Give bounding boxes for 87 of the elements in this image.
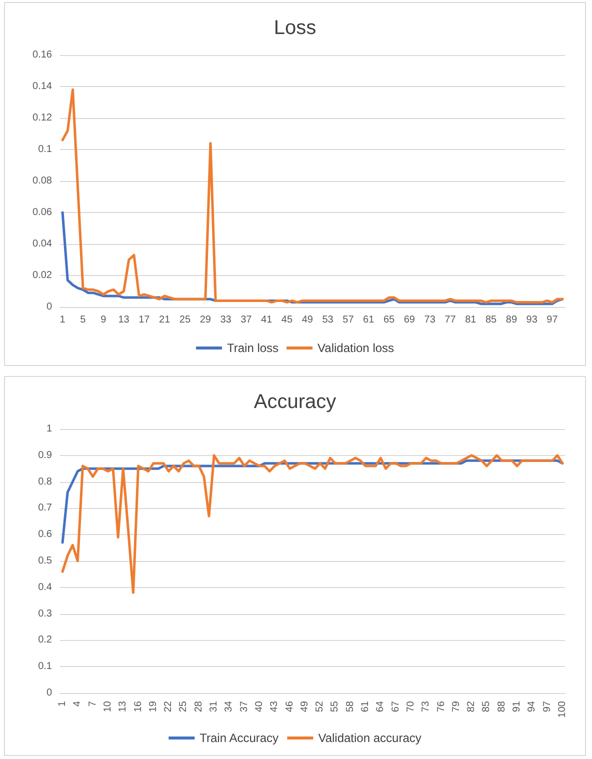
x-tick-label: 22 [163,700,174,712]
y-tick-label: 0.14 [32,81,52,92]
x-tick-label: 82 [466,700,478,712]
x-tick-label: 41 [261,314,273,326]
legend-label: Validation accuracy [318,731,422,745]
x-tick-label: 76 [436,700,447,712]
y-tick-label: 0.9 [38,450,52,461]
x-tick-label: 93 [526,314,538,326]
x-tick-label: 46 [284,700,296,712]
x-tick-label: 73 [424,314,436,326]
x-tick-label: 25 [178,700,190,712]
y-tick-label: 0.16 [32,50,52,60]
x-tick-label: 69 [404,314,416,326]
y-tick-label: 0 [46,688,52,698]
x-tick-label: 49 [302,314,314,326]
x-tick-label: 13 [118,314,130,326]
x-tick-label: 73 [420,700,432,712]
y-tick-label: 0.1 [38,661,52,672]
x-tick-label: 5 [80,314,86,326]
y-tick-label: 0.08 [32,176,52,186]
x-tick-label: 88 [496,700,508,712]
y-tick-label: 1 [46,424,52,434]
x-tick-label: 81 [465,314,477,326]
x-tick-label: 64 [375,700,386,712]
x-tick-label: 65 [383,314,396,326]
chart-title: Accuracy [254,391,336,413]
x-tick-label: 29 [200,314,212,326]
x-tick-label: 9 [100,314,107,326]
chart-title: Loss [274,17,316,39]
x-tick-label: 1 [57,700,68,707]
y-tick-label: 0.1 [38,144,52,155]
x-tick-label: 94 [526,700,538,712]
x-tick-label: 55 [330,700,341,712]
x-tick-label: 85 [485,314,498,326]
legend-label: Validation loss [318,341,394,355]
x-tick-label: 97 [546,314,558,326]
line-series [61,88,564,304]
x-tick-label: 25 [179,314,191,326]
x-tick-label: 100 [556,700,568,718]
x-tick-label: 89 [506,314,518,326]
y-tick-label: 0.6 [38,529,52,540]
x-tick-label: 19 [148,700,159,712]
x-tick-label: 45 [281,314,293,326]
x-tick-label: 57 [342,314,354,326]
x-tick-label: 21 [159,314,171,326]
y-tick-label: 0.5 [38,556,52,566]
legend-label: Train Accuracy [200,731,279,745]
x-tick-label: 53 [322,314,334,326]
y-tick-label: 0.2 [38,634,52,646]
y-tick-label: 0 [46,302,52,312]
x-tick-label: 85 [481,700,492,712]
x-tick-label: 52 [314,700,326,712]
x-tick-label: 1 [60,314,66,326]
x-tick-label: 77 [444,314,456,326]
x-tick-label: 4 [72,700,84,707]
x-tick-label: 58 [344,700,356,712]
legend-label: Train loss [226,341,279,355]
y-tick-label: 0.7 [38,502,52,514]
x-tick-label: 33 [220,314,232,326]
x-tick-label: 70 [405,700,416,712]
y-tick-label: 0.4 [38,582,52,593]
y-tick-label: 0.06 [32,207,52,218]
x-tick-label: 31 [208,700,220,712]
x-tick-label: 37 [240,314,252,326]
x-tick-label: 67 [390,700,402,712]
x-tick-label: 91 [512,700,523,712]
x-tick-label: 43 [269,700,280,712]
x-tick-label: 37 [238,700,250,712]
x-tick-label: 79 [450,700,462,712]
y-tick-label: 0.04 [32,238,52,250]
x-tick-label: 97 [542,700,553,712]
y-tick-label: 0.3 [38,608,52,620]
line-series [61,454,564,594]
x-tick-label: 10 [102,700,114,712]
y-tick-label: 0.12 [32,112,52,124]
x-tick-label: 61 [363,314,375,326]
x-tick-label: 34 [224,700,235,712]
x-tick-label: 16 [132,700,144,712]
y-tick-label: 0.8 [38,476,52,488]
x-tick-label: 17 [138,314,150,326]
x-tick-label: 7 [87,700,98,707]
y-tick-label: 0.02 [32,270,52,281]
x-tick-label: 49 [299,700,310,712]
x-tick-label: 28 [193,700,204,712]
x-tick-label: 40 [254,700,265,712]
x-tick-label: 61 [360,700,372,712]
x-tick-label: 13 [118,700,129,712]
